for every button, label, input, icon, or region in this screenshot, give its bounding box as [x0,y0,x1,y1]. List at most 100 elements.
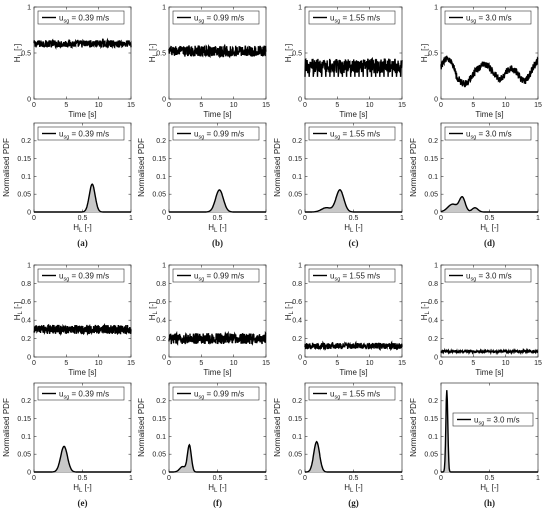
subplot-caption: (f) [213,498,222,508]
x-tick-label: 15 [127,102,135,109]
subplot-14: 0 0.5 1 0 0.05 0.1 0.15 0.2 HL [-] Normalised PDF… [273,382,404,508]
x-tick-label: 0.5 [349,215,359,222]
x-tick-label: 10 [502,360,510,367]
y-tick-label: 0.5 [292,50,302,57]
legend-label-sub: sg [478,421,484,427]
subplot-1: 0 5 10 15 0 0.5 1 Time [s] HL [-] usg = 0.99 m/s [148,4,270,119]
legend-label-sub: sg [470,277,476,283]
x-tick-label: 0 [303,102,307,109]
subplot-caption: (h) [484,498,495,508]
y-tick-label: 0.5 [428,50,438,57]
legend-label: usg = 0.39 m/s [59,130,109,141]
x-tick-label: 0 [439,475,443,482]
x-axis-label: Time [s] [339,110,367,119]
legend-label-value: = 3.0 m/s [476,14,511,23]
y-tick-label: 0 [298,96,302,103]
time-series-line [168,330,267,346]
x-tick-label: 0.5 [78,475,88,482]
subplot-15: 0 0.5 1 0 0.05 0.1 0.15 0.2 HL [-] Normalised PDF… [409,382,540,508]
subplot-caption: (a) [77,238,88,248]
x-tick-label: 10 [230,360,238,367]
legend-label-value: = 0.39 m/s [69,390,109,399]
pdf-line [441,390,538,473]
legend-label: usg = 0.39 m/s [59,272,109,283]
y-axis-label: HL [-] [148,44,159,62]
x-tick-label: 10 [230,102,238,109]
y-axis-label: HL [-] [420,44,431,62]
y-axis-label-sub: L [18,52,24,56]
legend-label-sub: sg [470,19,476,25]
legend-label: usg = 3.0 m/s [466,272,512,283]
y-tick-label: 1 [434,4,438,11]
y-tick-label: 0.6 [21,299,31,306]
legend-label-value: = 1.55 m/s [340,130,380,139]
y-tick-label: 0.1 [292,174,302,181]
y-tick-label: 0 [162,354,166,361]
legend-label-value: = 0.99 m/s [204,130,244,139]
legend-label: usg = 1.55 m/s [330,272,380,283]
x-tick-label: 0.5 [349,475,359,482]
x-tick-label: 1 [536,215,540,222]
y-axis-label-sub: L [18,310,24,314]
y-axis-label: Normalised PDF [137,138,146,197]
x-tick-label: 0.5 [213,475,223,482]
y-tick-label: 0 [27,96,31,103]
subplot-3: 0 5 10 15 0 0.5 1 Time [s] HL [-] usg = 3.0 m/s [420,4,542,119]
x-tick-label: 0 [167,475,171,482]
y-tick-label: 1 [162,4,166,11]
y-tick-label: 0.2 [292,398,302,405]
time-series-line [304,340,403,352]
y-axis-label: HL [-] [148,302,159,320]
y-tick-label: 0.05 [288,192,302,199]
y-tick-label: 0.1 [21,174,31,181]
x-axis-label-unit: [-] [217,223,226,232]
x-axis-label-sub: L [79,488,83,494]
y-tick-label: 0.2 [292,138,302,145]
y-tick-label: 1 [162,262,166,269]
legend-label: usg = 0.99 m/s [194,390,244,401]
legend-box [308,126,396,141]
time-series-line [440,347,539,356]
y-tick-label: 0 [434,96,438,103]
y-axis-label-sub: L [289,52,295,56]
x-tick-label: 0 [439,215,443,222]
legend-label-value: = 0.39 m/s [69,130,109,139]
legend-label: usg = 0.99 m/s [194,130,244,141]
y-tick-label: 0.2 [21,138,31,145]
x-tick-label: 0 [303,475,307,482]
pdf-line [34,183,131,213]
y-axis-label-sub: L [289,310,295,314]
y-tick-label: 0 [162,209,166,216]
x-tick-label: 0 [439,360,443,367]
x-axis-label: HL [-] [73,223,91,234]
time-series-line [33,37,132,50]
x-tick-label: 1 [400,475,404,482]
y-tick-label: 0.1 [292,434,302,441]
x-tick-label: 5 [64,360,68,367]
pdf-line [169,189,266,213]
subplot-12: 0 0.5 1 0 0.05 0.1 0.15 0.2 HL [-] Normalised PDF… [2,382,133,508]
legend-label-sub: sg [334,395,340,401]
time-series-line [168,43,267,59]
legend-label-sub: sg [63,277,69,283]
subplot-6: 0 0.5 1 0 0.05 0.1 0.15 0.2 HL [-] Normalised PDF… [273,122,404,248]
x-axis-label: Time [s] [203,110,231,119]
y-tick-label: 0.05 [424,452,438,459]
y-tick-label: 0.2 [156,138,166,145]
legend-label-sub: sg [198,19,204,25]
x-axis-label: Time [s] [475,110,503,119]
x-axis-label-unit: [-] [82,483,91,492]
x-tick-label: 5 [471,102,475,109]
y-tick-label: 0.15 [288,156,302,163]
pdf-line [305,440,402,473]
x-axis-label-unit: [-] [489,483,498,492]
y-axis-label: Normalised PDF [273,138,282,197]
legend-label-value: = 3.0 m/s [476,130,511,139]
x-axis-label: Time [s] [339,368,367,377]
x-axis-label-unit: [-] [353,483,362,492]
x-tick-label: 10 [366,360,374,367]
x-axis-label: Time [s] [475,368,503,377]
y-axis-label-unit: [-] [420,44,429,53]
y-tick-label: 0.2 [428,138,438,145]
